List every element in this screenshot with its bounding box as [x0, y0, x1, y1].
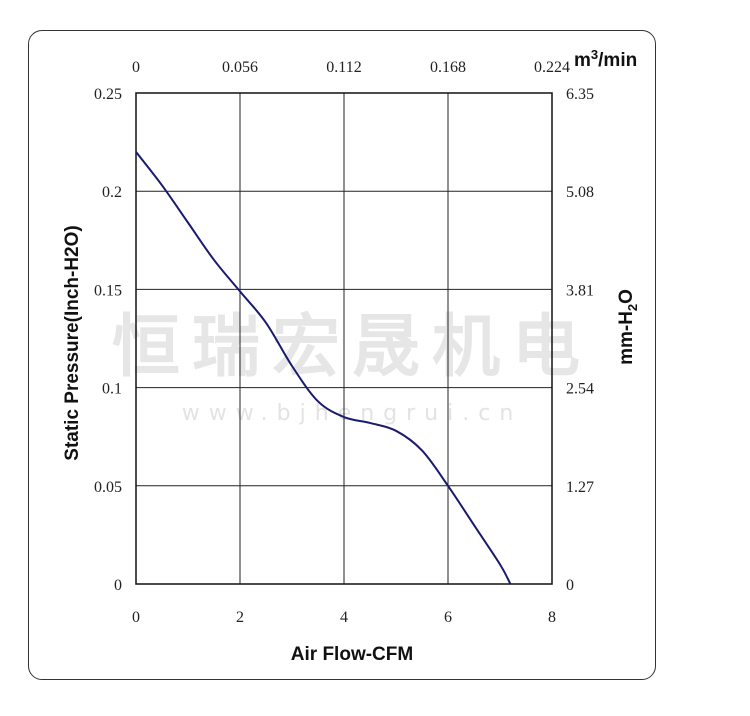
y-tick-label: 0.05: [94, 479, 122, 496]
pressure-curve-line: [135, 151, 512, 585]
top-tick-label: 0.168: [430, 59, 466, 76]
plot-border: [135, 92, 553, 585]
right-tick-label: 2.54: [566, 381, 594, 398]
x-axis-ticks: 0 2 4 6 8: [132, 609, 556, 626]
right-axis-title: mm-H2O: [616, 289, 640, 365]
right-tick-label: 1.27: [566, 479, 594, 496]
top-tick-label: 0: [132, 59, 140, 76]
x-tick-label: 4: [340, 609, 348, 626]
y-tick-label: 0.2: [102, 184, 122, 201]
y-axis-title: Static Pressure(Inch-H2O): [62, 225, 83, 460]
x-tick-label: 8: [548, 609, 556, 626]
x-tick-label: 6: [444, 609, 452, 626]
y-tick-label: 0: [114, 577, 122, 594]
right-tick-label: 0: [566, 577, 574, 594]
top-axis-title: m3/min: [574, 47, 637, 71]
right-tick-label: 6.35: [566, 86, 594, 103]
right-tick-label: 3.81: [566, 282, 594, 299]
top-tick-label: 0.112: [326, 59, 361, 76]
top-tick-label: 0.056: [222, 59, 258, 76]
right-tick-label: 5.08: [566, 184, 594, 201]
y-tick-label: 0.1: [102, 381, 122, 398]
right-axis-ticks: 0 1.27 2.54 3.81 5.08 6.35: [566, 86, 594, 594]
y-tick-label: 0.15: [94, 282, 122, 299]
x-axis-title: Air Flow-CFM: [291, 644, 413, 665]
watermark: 恒瑞宏晟机电 www.bjhengrui.cn: [112, 308, 592, 426]
series-layer: [135, 151, 512, 585]
top-tick-label: 0.224: [534, 59, 570, 76]
y-tick-label: 0.25: [94, 86, 122, 103]
y-axis-ticks: 0 0.05 0.1 0.15 0.2 0.25: [94, 86, 122, 594]
top-axis-ticks: 0 0.056 0.112 0.168 0.224: [132, 59, 570, 76]
chart-frame: [28, 30, 656, 680]
grid: [136, 93, 552, 584]
watermark-text: 恒瑞宏晟机电: [112, 308, 592, 387]
plot-frame: [135, 92, 553, 585]
x-tick-label: 0: [132, 609, 140, 626]
x-tick-label: 2: [236, 609, 244, 626]
watermark-url: www.bjhengrui.cn: [182, 401, 523, 426]
